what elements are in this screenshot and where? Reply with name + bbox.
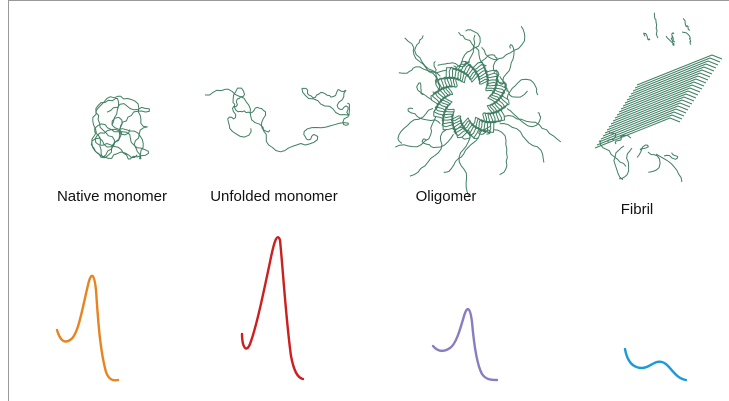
figure: Native monomer Unfolded monomer Oligomer… xyxy=(0,0,729,401)
panel-label: Fibril xyxy=(621,201,654,218)
panel-label: Unfolded monomer xyxy=(210,188,338,205)
panel-label: Native monomer xyxy=(57,188,167,205)
page: Native monomer Unfolded monomer Oligomer… xyxy=(0,0,729,401)
panel-label: Oligomer xyxy=(416,188,477,205)
